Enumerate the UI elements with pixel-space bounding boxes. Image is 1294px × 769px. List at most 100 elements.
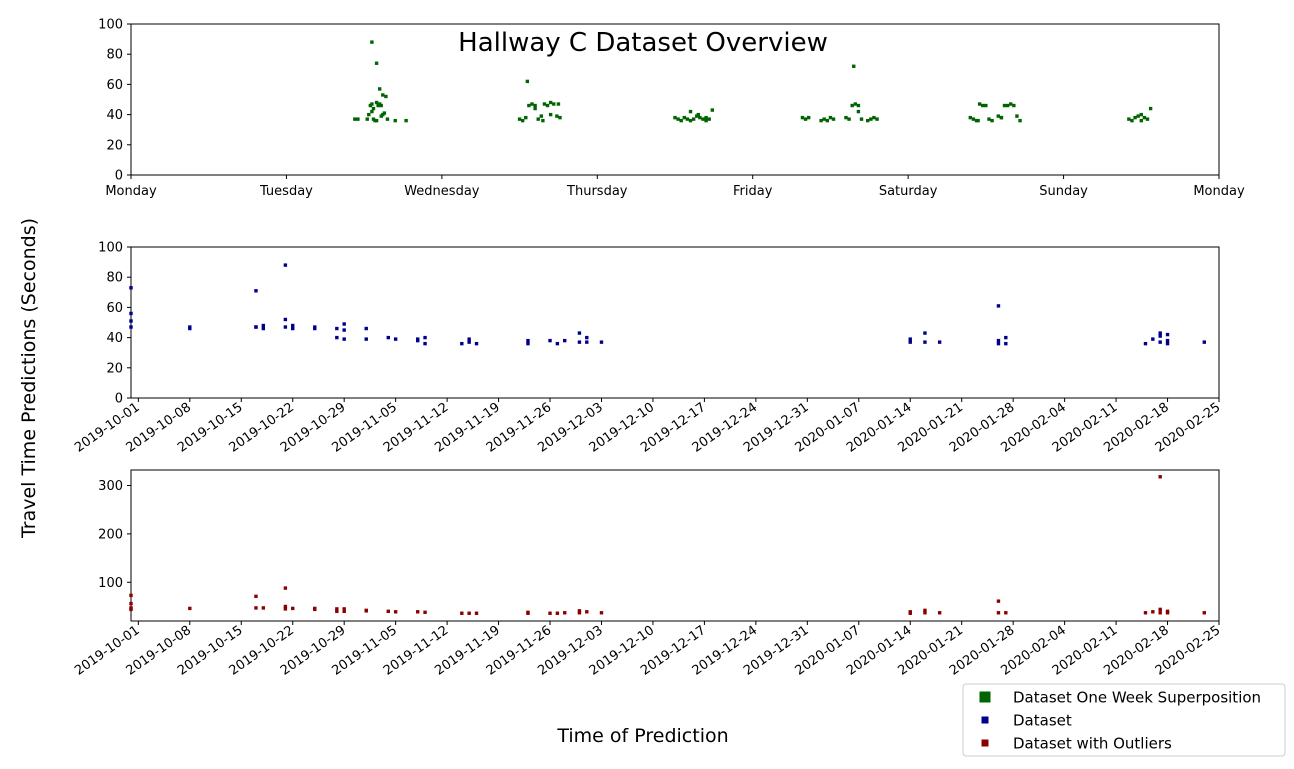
data-point [875, 117, 879, 121]
data-point [585, 335, 589, 340]
data-point [828, 115, 833, 120]
data-point [852, 64, 856, 68]
data-point [541, 118, 545, 123]
data-point [599, 611, 604, 615]
chart-title: Hallway C Dataset Overview [458, 28, 828, 58]
data-point [1015, 114, 1019, 118]
series-1 [129, 263, 1206, 346]
data-point [371, 106, 376, 111]
data-point [283, 317, 288, 322]
data-point [254, 594, 258, 599]
x-tick-label: Saturday [879, 184, 938, 199]
y-tick-label: 100 [98, 18, 123, 33]
y-tick-label: 0 [115, 392, 123, 407]
plot-frame [130, 469, 1220, 622]
legend-label: Dataset [1013, 712, 1072, 730]
x-tick-label: Monday [105, 184, 157, 199]
data-point [856, 109, 861, 114]
data-point [696, 112, 701, 117]
data-point [379, 103, 383, 108]
data-point [981, 103, 985, 108]
data-point [342, 607, 346, 611]
data-point [856, 103, 861, 108]
y-tick-label: 100 [98, 241, 123, 256]
data-point [676, 117, 680, 121]
series-1 [353, 40, 1153, 123]
legend-marker [979, 691, 991, 703]
data-point [548, 611, 552, 615]
data-point [460, 341, 464, 346]
data-point [558, 115, 562, 120]
data-point [853, 102, 857, 106]
data-point [968, 115, 973, 120]
data-point [533, 106, 537, 111]
data-point [545, 103, 550, 108]
data-point [254, 289, 258, 293]
data-point [704, 118, 708, 123]
data-point [393, 610, 398, 614]
legend-label: Dataset with Outliers [1013, 735, 1172, 753]
data-point [1165, 341, 1170, 346]
data-point [1158, 334, 1162, 338]
data-point [1136, 114, 1140, 118]
data-point [996, 611, 1001, 615]
data-point [577, 340, 582, 344]
data-point [996, 338, 1001, 343]
data-point [585, 340, 589, 344]
data-point [556, 102, 561, 106]
data-point [393, 337, 398, 341]
data-point [342, 322, 346, 326]
data-point [688, 109, 693, 114]
data-point [866, 118, 870, 123]
data-point [1158, 611, 1162, 615]
data-point [1004, 611, 1008, 615]
y-tick-label: 20 [106, 361, 123, 376]
data-point [129, 319, 133, 323]
data-point [1165, 338, 1170, 343]
data-point [698, 115, 702, 120]
data-point [803, 117, 808, 121]
y-tick-label: 60 [106, 78, 123, 93]
data-point [423, 335, 427, 340]
data-point [691, 117, 696, 121]
x-tick-label: Thursday [566, 184, 628, 199]
data-point [539, 114, 544, 118]
data-point [379, 114, 383, 118]
data-point [386, 609, 390, 614]
data-point [800, 115, 805, 120]
legend-frame [962, 683, 1286, 757]
data-point [254, 606, 258, 610]
data-point [335, 609, 339, 614]
data-point [416, 610, 420, 614]
data-point [577, 331, 582, 335]
data-point [527, 103, 531, 108]
data-point [1127, 117, 1131, 121]
data-point [370, 102, 374, 106]
data-point [831, 117, 836, 121]
data-point [704, 115, 708, 120]
data-point [261, 606, 266, 610]
data-point [996, 341, 1001, 346]
data-point [1148, 106, 1153, 111]
data-point [599, 340, 604, 344]
data-point [1004, 335, 1008, 340]
series-1 [129, 475, 1206, 615]
data-point [688, 118, 693, 123]
data-point [129, 325, 133, 329]
legend-label: Dataset One Week Superposition [1013, 689, 1261, 707]
data-point [374, 61, 379, 65]
data-point [908, 337, 912, 341]
data-point [382, 111, 387, 115]
data-point [393, 118, 397, 123]
data-point [971, 117, 976, 121]
data-point [526, 338, 530, 343]
y-tick-label: 100 [98, 576, 123, 591]
data-point [869, 117, 873, 121]
data-point [261, 323, 266, 328]
data-point [923, 331, 927, 335]
data-point [313, 325, 317, 329]
data-point [1139, 118, 1143, 123]
data-point [984, 103, 988, 108]
data-point [908, 340, 912, 344]
data-point [1165, 332, 1170, 337]
